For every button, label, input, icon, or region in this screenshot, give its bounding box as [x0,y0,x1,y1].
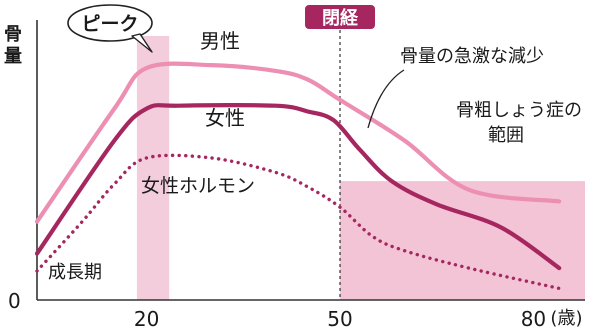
series-label-female: 女性 [205,106,245,130]
x-tick-label: 20 [134,307,159,329]
osteoporosis-range-label-line-2: 範囲 [488,125,524,146]
x-tick-labels: 20 50 80 [134,307,546,329]
x-axis-unit: (歳) [550,308,582,329]
x-tick-label: 80 [521,307,546,329]
peak-band [136,36,170,300]
series-layer [34,61,562,291]
rapid-decline-pointer [367,69,405,129]
rapid-decline-annotation: 骨量の急激な減少 [400,46,544,67]
y-axis-label-char-1: 骨 [4,24,22,45]
series-label-female-hormone: 女性ホルモン [141,175,255,197]
menopause-label: 閉経 [322,7,359,29]
peak-bubble-tail [131,33,153,53]
growth-period-label: 成長期 [48,262,102,283]
y-origin-label: 0 [8,289,21,313]
peak-label: ピーク [81,13,138,35]
x-tick-label: 50 [327,307,352,329]
series-line-2 [35,153,561,291]
y-axis-label-char-2: 量 [4,45,22,67]
peak-speech-bubble [67,4,153,42]
menopause-badge [305,5,376,29]
series-label-male: 男性 [200,29,240,53]
series-line-0 [34,61,562,224]
series-line-1 [34,103,562,271]
osteoporosis-range-label-line-1: 骨粗しょう症の [456,100,582,121]
